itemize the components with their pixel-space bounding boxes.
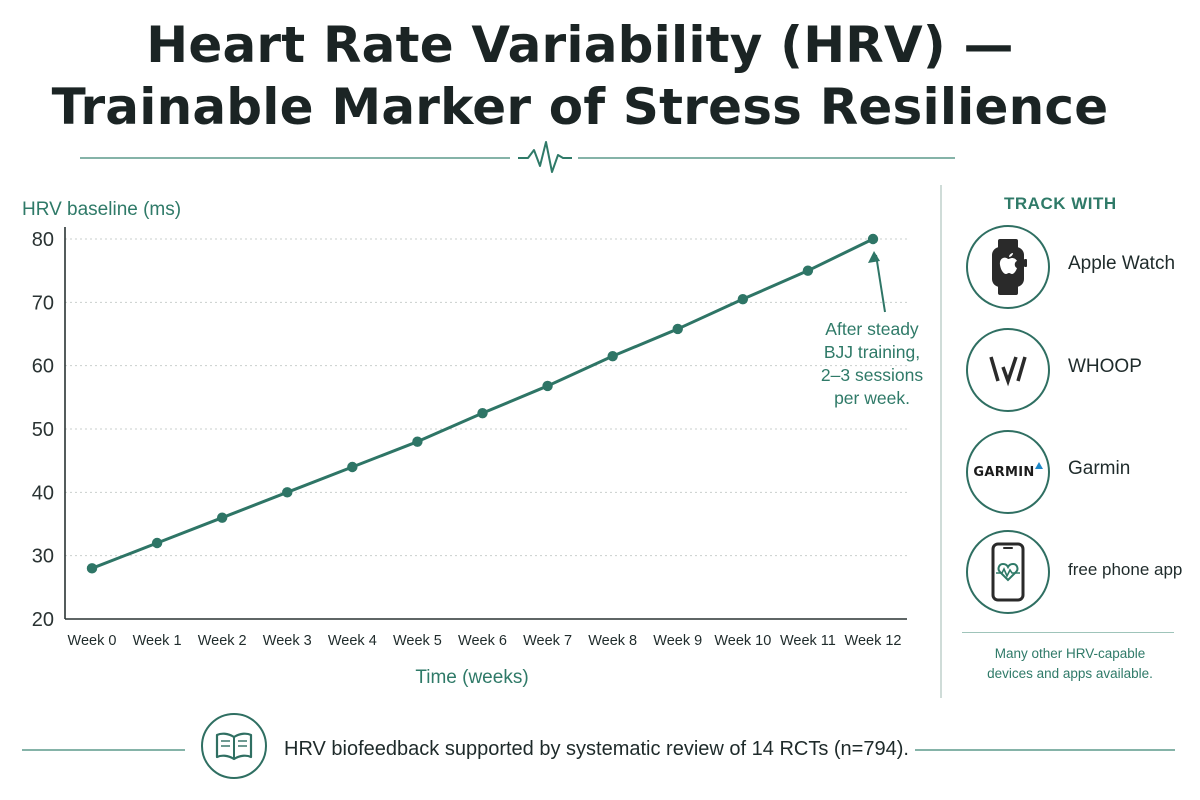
device-garmin: GARMIN Garmin [966,430,1196,516]
y-tick-label: 20 [32,609,54,631]
page-title: Heart Rate Variability (HRV) — Trainable… [0,14,1160,138]
note-line-1: Many other HRV-capable [994,646,1146,661]
data-point [867,233,879,245]
phone-heartbeat-icon [966,530,1050,614]
open-book-icon [201,713,267,779]
data-point [737,293,749,305]
x-tick-label: Week 9 [653,633,702,649]
panel-divider [940,185,942,698]
garmin-logo-text: GARMIN [973,464,1035,480]
data-point [347,461,358,473]
note-line-2: devices and apps available. [987,666,1153,681]
x-tick-label: Week 0 [68,633,117,649]
panel-heading: TRACK WITH [1004,194,1117,213]
annotation-arrowhead [868,251,880,263]
data-point [477,407,488,419]
x-tick-label: Week 6 [458,633,507,649]
annotation-line: 2–3 sessions [821,365,923,385]
title-line-2: Trainable Marker of Stress Resilience [51,78,1109,136]
device-label: Garmin [1068,458,1131,479]
device-label: free phone app [1068,560,1183,579]
y-tick-label: 70 [32,292,54,314]
data-point [542,380,553,392]
x-tick-label: Week 12 [845,633,902,649]
y-tick-label: 40 [32,482,54,504]
data-point [86,563,98,574]
x-tick-label: Week 11 [780,633,836,649]
device-whoop: WHOOP [966,328,1196,414]
data-point [802,265,814,276]
whoop-logo-icon [966,328,1050,412]
device-label: Apple Watch [1068,253,1176,274]
x-tick-label: Week 2 [198,633,247,649]
y-tick-label: 50 [32,419,54,441]
annotation-line: BJJ training, [824,342,920,362]
annotation-arrow [875,254,886,313]
heartbeat-icon [518,141,572,173]
apple-watch-icon [966,225,1050,309]
y-axis-title: HRV baseline (ms) [22,199,181,220]
y-tick-label: 80 [32,229,54,251]
track-with-panel: TRACK WITH Apple Watch WHOOP GARMI [940,185,1200,700]
x-axis-title: Time (weeks) [415,667,528,688]
device-phone-app: free phone app [966,530,1196,616]
annotation-line: per week. [834,388,910,408]
note-rule [962,632,1174,633]
x-tick-label: Week 1 [133,633,182,649]
x-tick-label: Week 7 [523,633,572,649]
x-tick-label: Week 5 [393,633,442,649]
annotation-line: After steady [825,319,919,339]
data-point [216,512,228,523]
data-point [412,436,423,447]
title-line-1: Heart Rate Variability (HRV) — [146,16,1014,74]
data-point [151,537,163,549]
device-label: WHOOP [1068,356,1142,377]
x-tick-label: Week 4 [328,633,377,649]
footer-citation: HRV biofeedback supported by systematic … [284,738,909,760]
hrv-line-chart: 20 30 40 50 60 70 80 Week 0 Week 1 Week 2 Week 3 We… [22,199,923,688]
device-apple-watch: Apple Watch [966,225,1196,311]
x-tick-label: Week 8 [588,633,637,649]
data-point [282,487,293,498]
data-point [672,323,683,335]
y-tick-label: 60 [32,356,54,378]
panel-note: Many other HRV-capable devices and apps … [970,644,1170,684]
x-tick-label: Week 10 [714,633,771,649]
x-tick-label: Week 3 [263,633,312,649]
garmin-logo-icon: GARMIN [966,430,1050,514]
y-tick-label: 30 [32,546,54,568]
data-point [607,350,618,362]
